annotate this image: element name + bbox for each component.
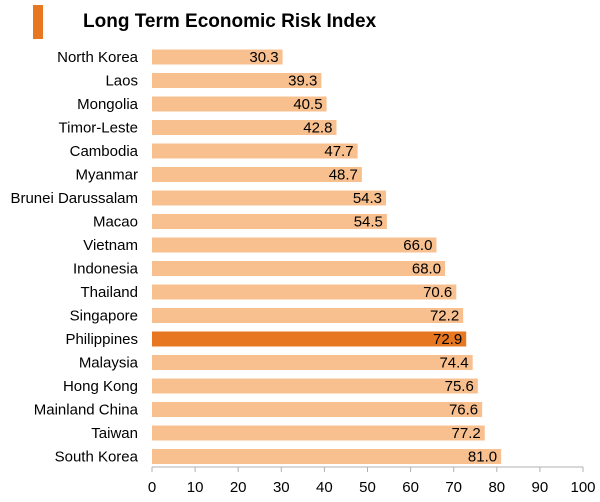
bar-vietnam [152, 237, 437, 253]
value-label: 72.2 [430, 308, 459, 325]
value-label: 48.7 [329, 167, 358, 184]
bar-laos [152, 73, 322, 88]
bar-mongolia [152, 96, 327, 112]
value-label: 54.3 [353, 190, 382, 207]
value-label: 75.6 [445, 378, 474, 395]
category-label: Mainland China [34, 402, 139, 419]
category-label: Vietnam [83, 237, 138, 254]
category-label: Brunei Darussalam [10, 190, 138, 207]
bar-cambodia [152, 143, 358, 159]
x-tick-label: 40 [316, 479, 333, 496]
value-label: 30.3 [249, 49, 278, 66]
category-label: Macao [93, 214, 138, 231]
bar-mainland-china [152, 402, 483, 417]
bar-singapore [152, 308, 464, 323]
category-label: Mongolia [77, 96, 139, 113]
category-label: South Korea [55, 449, 139, 466]
category-label: Hong Kong [63, 378, 138, 395]
x-tick-label: 30 [273, 479, 290, 496]
x-tick-label: 60 [402, 479, 419, 496]
x-tick-label: 0 [148, 479, 156, 496]
bar-hong-kong [152, 378, 478, 394]
value-label: 74.4 [439, 355, 468, 372]
bar-thailand [152, 284, 457, 300]
title-marker [33, 5, 43, 39]
x-tick-label: 50 [359, 479, 376, 496]
value-label: 81.0 [468, 449, 497, 466]
category-label: Singapore [70, 308, 138, 325]
bar-north-korea [152, 49, 283, 65]
category-label: Indonesia [73, 261, 139, 278]
category-label: Thailand [80, 284, 138, 301]
x-tick-label: 10 [187, 479, 204, 496]
bar-macao [152, 214, 387, 229]
value-label: 70.6 [423, 284, 452, 301]
value-label: 40.5 [293, 96, 322, 113]
category-label: Myanmar [75, 167, 138, 184]
bar-brunei-darussalam [152, 190, 387, 206]
category-label: Philippines [65, 331, 138, 348]
x-tick-label: 70 [445, 479, 462, 496]
value-label: 42.8 [303, 120, 332, 137]
value-label: 77.2 [452, 425, 481, 442]
bar-taiwan [152, 425, 485, 441]
chart-title: Long Term Economic Risk Index [83, 11, 377, 32]
bar-malaysia [152, 355, 473, 370]
category-label: Timor-Leste [59, 120, 138, 137]
value-label: 39.3 [288, 73, 317, 90]
value-label: 72.9 [433, 331, 462, 348]
bar-south-korea [152, 449, 502, 464]
category-label: Laos [105, 73, 138, 90]
value-label: 47.7 [324, 143, 353, 160]
x-tick-label: 80 [488, 479, 505, 496]
x-tick-label: 20 [230, 479, 247, 496]
category-label: North Korea [57, 49, 139, 66]
category-label: Taiwan [91, 425, 138, 442]
x-tick-label: 90 [532, 479, 549, 496]
value-label: 76.6 [449, 402, 478, 419]
bar-myanmar [152, 167, 362, 182]
x-tick-label: 100 [570, 479, 595, 496]
category-label: Cambodia [70, 143, 139, 160]
bar-philippines [152, 331, 467, 347]
value-label: 66.0 [403, 237, 432, 254]
value-label: 54.5 [354, 214, 383, 231]
category-label: Malaysia [79, 355, 139, 372]
bar-indonesia [152, 261, 446, 276]
value-label: 68.0 [412, 261, 441, 278]
bar-timor-leste [152, 120, 337, 135]
